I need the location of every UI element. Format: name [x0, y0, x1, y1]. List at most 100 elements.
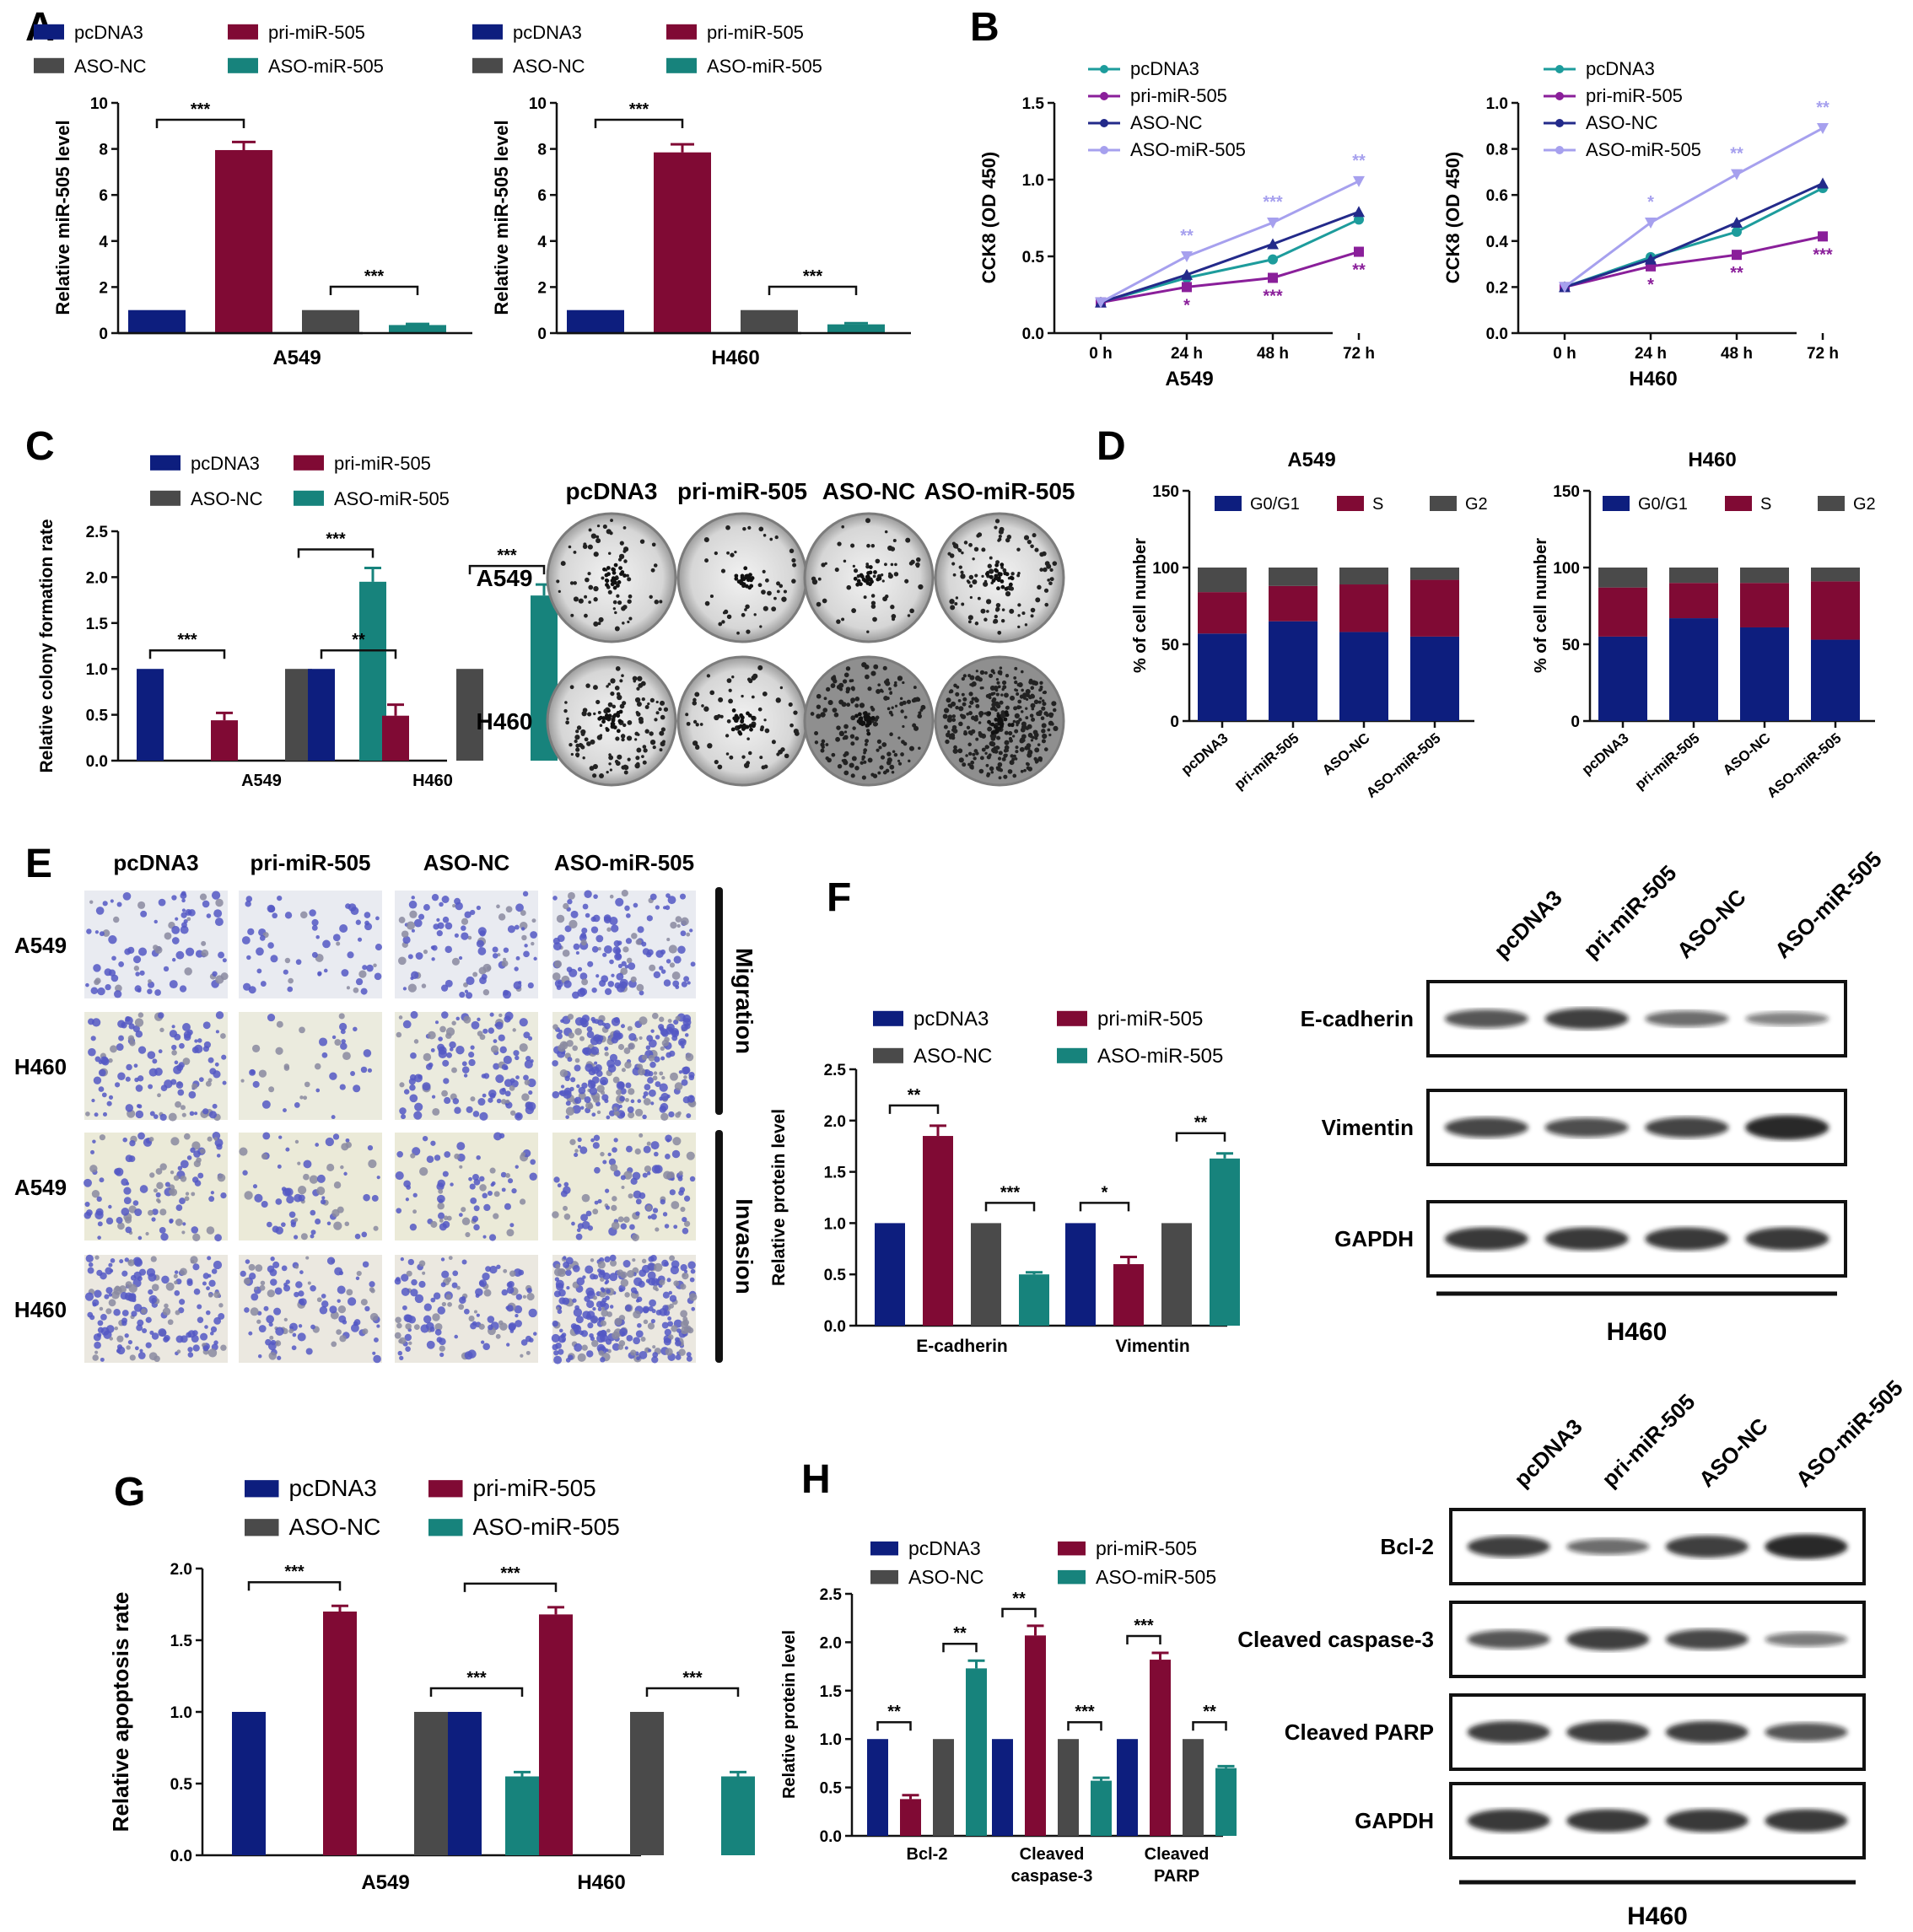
transwell-cell	[456, 1285, 461, 1290]
transwell-cell	[399, 1355, 404, 1361]
transwell-cell	[346, 1289, 353, 1296]
colony-dot	[617, 694, 622, 701]
colony-dot	[1005, 674, 1010, 678]
transwell-cell	[160, 1233, 169, 1241]
transwell-cell	[674, 1339, 682, 1347]
colony-dot	[612, 600, 617, 605]
data-point-ASO-miR-505	[1817, 123, 1829, 135]
transwell-cell	[339, 1084, 346, 1090]
transwell-cell	[363, 1049, 372, 1057]
colony-dot	[774, 535, 779, 540]
transwell-cell	[158, 1012, 164, 1019]
transwell-cell	[261, 1200, 268, 1208]
series-line-pri-miR-505	[1100, 250, 1360, 304]
colony-dot	[897, 761, 903, 766]
transwell-cell	[139, 1348, 143, 1353]
colony-dot	[894, 562, 897, 567]
colony-dot	[1030, 614, 1034, 618]
colony-dot	[897, 736, 901, 740]
b-legend-marker	[1100, 65, 1108, 73]
colony-dot	[955, 705, 959, 710]
b-x-tick-label: 24 h	[1635, 345, 1667, 363]
transwell-cell	[270, 955, 278, 963]
colony-dot	[586, 741, 591, 746]
transwell-cell	[585, 1101, 593, 1110]
colony-dot	[943, 724, 948, 729]
transwell-cell	[207, 1057, 214, 1063]
transwell-cell	[576, 1277, 585, 1286]
colony-dot	[763, 718, 767, 722]
colony-dot	[867, 757, 873, 763]
colony-dot	[894, 704, 898, 708]
colony-dot	[985, 599, 992, 605]
transwell-cell	[637, 1099, 642, 1103]
transwell-cell	[581, 978, 589, 986]
transwell-cell	[193, 1150, 201, 1158]
transwell-cell	[216, 1154, 221, 1158]
transwell-cell	[515, 1320, 522, 1327]
transwell-cell	[418, 1074, 423, 1079]
transwell-cell	[438, 1036, 443, 1041]
colony-dot	[717, 715, 720, 718]
transwell-cell	[288, 1328, 294, 1334]
colony-dot	[635, 761, 640, 767]
f-sig-label: **	[1194, 1114, 1208, 1133]
colony-dot	[758, 526, 764, 532]
transwell-cell	[340, 1042, 348, 1050]
colony-dot	[979, 670, 985, 675]
transwell-cell	[581, 1082, 588, 1089]
f-y-tick-label: 1.0	[824, 1215, 846, 1233]
transwell-cell	[85, 982, 89, 988]
colony-dot	[950, 605, 956, 611]
transwell-cell	[620, 1088, 627, 1095]
colony-dot	[970, 682, 975, 687]
colony-dot	[997, 756, 1002, 761]
colony-dot	[1049, 577, 1054, 582]
colony-dot	[653, 563, 658, 568]
colony-dot	[641, 697, 645, 702]
data-point-ASO-miR-505	[1559, 282, 1571, 293]
h-y-tick-label: 2.0	[820, 1634, 842, 1652]
d-legend-swatch	[1215, 496, 1242, 511]
transwell-cell	[299, 1095, 304, 1100]
colony-dot	[914, 697, 920, 702]
colony-dot	[859, 702, 865, 708]
transwell-cell	[316, 1187, 326, 1196]
b-x-tick-label: 48 h	[1721, 345, 1753, 363]
transwell-cell	[169, 1188, 175, 1195]
migration-bar	[715, 887, 723, 1115]
transwell-cell	[206, 913, 212, 918]
transwell-cell	[411, 1278, 418, 1286]
transwell-cell	[647, 1322, 655, 1330]
colony-dot	[608, 755, 614, 761]
g-bar-pcDNA3	[232, 1712, 266, 1855]
transwell-cell	[461, 1295, 466, 1301]
transwell-cell	[341, 1039, 346, 1044]
f-sig-bracket	[1175, 1132, 1226, 1142]
colony-dot	[590, 533, 597, 539]
colony-dot	[843, 672, 849, 678]
colony-center-dot	[856, 579, 861, 584]
colony-dot	[759, 756, 763, 760]
transwell-cell	[501, 960, 509, 967]
transwell-cell	[671, 1201, 680, 1209]
colony-dot	[994, 701, 1000, 707]
c-y-tick-label: 0.0	[86, 753, 108, 771]
transwell-cell	[353, 987, 359, 993]
transwell-cell	[636, 1296, 643, 1302]
b-sig-upper: **	[1352, 152, 1366, 170]
transwell-cell	[124, 1333, 129, 1338]
transwell-cell	[499, 1046, 507, 1054]
transwell-cell	[591, 1112, 596, 1117]
d-x-tick-label: pri-miR-505	[1231, 730, 1302, 794]
colony-dot	[606, 529, 612, 535]
c-error-bar	[216, 711, 233, 721]
h-sig-bracket	[876, 1720, 912, 1731]
blot-h-cell-line-label: H460	[1627, 1902, 1688, 1930]
transwell-cell	[441, 1270, 450, 1278]
colony-center-dot	[611, 567, 616, 572]
colony-dot	[763, 605, 768, 611]
colony-dot	[960, 573, 966, 579]
blot-h-band	[1665, 1536, 1749, 1558]
colony-dot	[997, 539, 1000, 542]
